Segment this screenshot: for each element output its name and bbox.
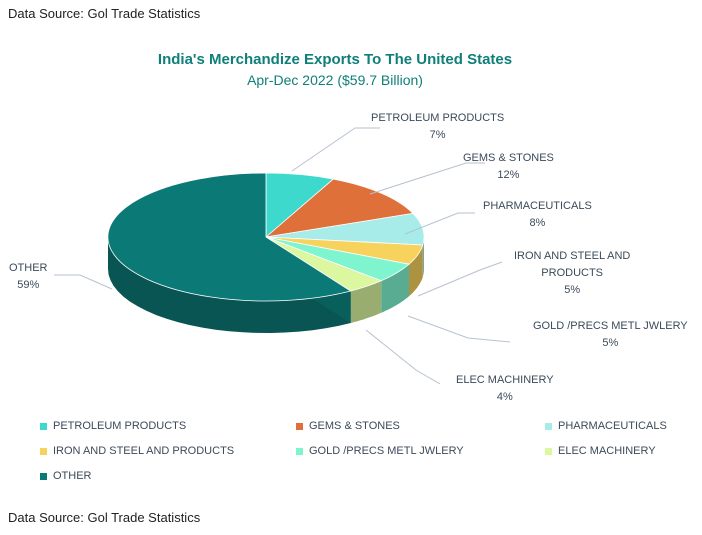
leader-line (291, 127, 380, 172)
legend-swatch (296, 447, 303, 455)
legend-label: PHARMACEUTICALS (558, 420, 667, 432)
legend-label: OTHER (53, 470, 92, 482)
legend-swatch (296, 422, 303, 430)
chart-title: India's Merchandize Exports To The Unite… (157, 51, 513, 68)
legend-swatch (545, 447, 552, 455)
legend-label: PETROLEUM PRODUCTS (53, 420, 187, 432)
leader-line (404, 212, 475, 235)
data-label-value: 8% (529, 217, 546, 229)
legend-label: GEMS & STONES (309, 420, 400, 432)
legend-item-iron-and-steel-and-products: IRON AND STEEL AND PRODUCTS (40, 445, 234, 457)
leader-line (407, 315, 511, 343)
data-label-elec-machinery: ELEC MACHINERY 4% (456, 372, 554, 406)
data-label-text: OTHER (9, 262, 48, 274)
legend-swatch (40, 472, 47, 480)
leader-line (369, 162, 485, 195)
legend-swatch (40, 447, 47, 455)
leader-line (54, 274, 113, 290)
data-label-value: 5% (564, 284, 581, 296)
legend-item-gems-stones: GEMS & STONES (296, 420, 400, 432)
slice-side-iron-and-steel-and-products (409, 245, 423, 297)
leader-line (417, 261, 503, 297)
legend-item-pharmaceuticals: PHARMACEUTICALS (545, 420, 667, 432)
data-label-text: ELEC MACHINERY (456, 374, 554, 386)
data-label-gold-precs-metl-jwlery: GOLD /PRECS METL JWLERY 5% (533, 318, 688, 352)
data-label-value: 5% (602, 337, 619, 349)
data-label-other: OTHER 59% (9, 260, 48, 294)
data-label-text: PHARMACEUTICALS (483, 200, 592, 212)
data-label-pharmaceuticals: PHARMACEUTICALS 8% (483, 198, 592, 232)
slice-side-pharmaceuticals (422, 237, 424, 277)
data-label-petroleum-products: PETROLEUM PRODUCTS 7% (371, 110, 504, 144)
legend-item-elec-machinery: ELEC MACHINERY (545, 445, 656, 457)
data-label-iron-and-steel-and-products: IRON AND STEEL AND PRODUCTS 5% (514, 248, 630, 299)
data-label-text: GOLD /PRECS METL JWLERY (533, 320, 688, 332)
legend-label: ELEC MACHINERY (558, 445, 656, 457)
data-label-gems-stones: GEMS & STONES 12% (463, 150, 554, 184)
legend-swatch (40, 422, 47, 430)
slice-side-elec-machinery (350, 280, 382, 323)
slice-side-other (108, 237, 351, 333)
data-label-text: IRON AND STEEL AND (514, 250, 631, 262)
data-source-top: Data Source: Gol Trade Statistics (8, 6, 201, 21)
data-label-value: 12% (497, 169, 520, 181)
legend-item-petroleum-products: PETROLEUM PRODUCTS (40, 420, 186, 432)
data-label-value: 4% (496, 391, 513, 403)
slice-side-gold-precs-metl-jwlery (381, 264, 409, 313)
legend-item-other: OTHER (40, 470, 92, 482)
legend-item-gold-precs-metl-jwlery: GOLD /PRECS METL JWLERY (296, 445, 464, 457)
legend-swatch (545, 422, 552, 430)
slice-gems-stones (264, 178, 414, 238)
data-source-bottom: Data Source: Gol Trade Statistics (8, 510, 201, 525)
data-label-text: GEMS & STONES (463, 152, 554, 164)
slice-other (107, 172, 352, 302)
legend-label: GOLD /PRECS METL JWLERY (309, 445, 464, 457)
data-label-text: PETROLEUM PRODUCTS (371, 112, 505, 124)
data-label-value: 7% (429, 129, 446, 141)
data-label-text: PRODUCTS (541, 267, 604, 279)
legend-label: IRON AND STEEL AND PRODUCTS (53, 445, 235, 457)
leader-line (365, 329, 441, 385)
data-label-value: 59% (17, 279, 40, 291)
chart-subtitle: Apr-Dec 2022 ($59.7 Billion) (247, 72, 423, 88)
